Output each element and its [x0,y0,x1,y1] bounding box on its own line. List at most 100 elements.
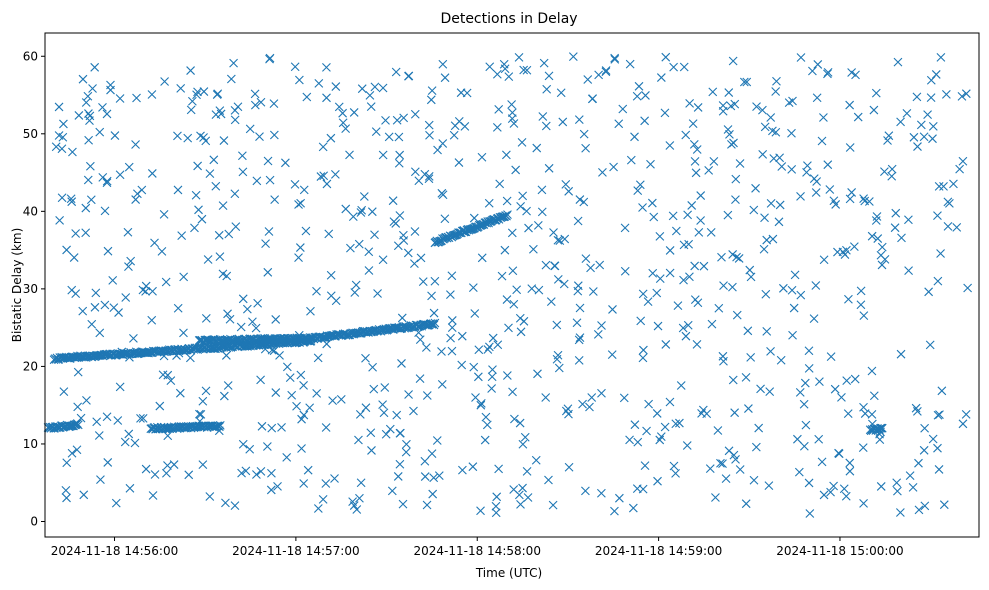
point-659 [221,498,230,508]
point-852 [515,313,525,323]
point-230 [90,62,100,72]
point-869 [399,113,409,123]
point-870 [223,381,233,390]
point-161 [450,121,460,131]
point-526 [726,101,736,111]
point-429 [84,135,94,145]
point-565 [108,275,118,285]
point-16 [728,250,738,259]
point-528 [427,449,437,459]
point-640 [702,409,712,419]
point-216 [131,195,141,204]
point-628 [550,261,559,271]
point-509 [516,499,525,509]
point-604 [902,109,912,118]
point-21 [524,223,533,233]
point-284 [256,97,266,107]
point-794 [306,306,315,316]
point-393 [601,67,611,77]
point-842 [241,466,251,476]
point-151 [671,226,681,236]
point-233 [639,345,648,355]
point-731 [106,80,115,90]
point-272 [265,175,275,185]
point-529 [787,128,796,138]
point-227 [724,88,734,97]
point-467 [544,475,553,485]
point-650 [746,272,756,282]
point-611 [683,320,693,330]
y-axis: 0 10 20 30 40 50 60 [23,49,45,528]
point-693 [414,176,424,186]
point-829 [425,130,434,140]
point-595 [365,91,375,100]
point-477 [936,52,946,62]
point-405 [457,331,467,341]
point-217 [759,244,769,254]
point-531 [361,353,370,363]
point-488 [366,102,376,112]
point-78 [718,106,728,116]
point-299 [440,214,450,224]
point-543 [95,328,105,338]
point-803 [741,499,751,509]
point-707 [211,110,221,120]
y-tick-label-3: 30 [23,282,38,296]
point-13 [433,145,442,155]
point-471 [522,65,532,75]
point-535 [196,131,205,141]
point-699 [859,311,869,321]
point-864 [316,172,326,181]
point-140 [366,428,376,438]
point-541 [454,158,464,167]
point-530 [501,150,511,160]
point-123 [919,132,929,142]
point-446 [641,91,650,100]
point-352 [893,57,903,67]
point-741 [728,375,738,385]
point-504 [345,150,354,160]
point-152 [437,347,446,356]
point-293 [282,362,292,372]
point-862 [871,216,881,225]
point-468 [749,475,759,485]
point-742 [809,314,819,323]
point-493 [681,331,691,341]
point-610 [546,297,556,306]
point-68 [447,323,457,333]
point-221 [395,459,405,469]
point-720 [633,437,643,447]
point-168 [271,388,281,397]
point-189 [84,109,93,118]
y-tick-label-4: 40 [23,204,38,218]
point-785 [867,231,877,241]
point-740 [367,446,376,455]
point-764 [520,432,530,442]
point-626 [671,469,680,478]
point-768 [825,185,835,194]
point-281 [508,387,517,397]
point-605 [381,115,390,125]
point-775 [678,323,688,333]
point-297 [222,271,232,281]
point-80 [378,150,388,160]
point-534 [141,286,150,296]
point-122 [912,407,922,416]
point-848 [746,352,756,362]
point-649 [72,445,82,455]
point-231 [766,198,776,208]
point-801 [926,93,936,102]
point-57 [194,205,203,215]
point-598 [485,62,495,72]
point-868 [873,234,883,243]
point-210 [909,132,919,142]
point-876 [826,352,836,361]
point-646 [655,274,665,284]
point-672 [877,242,887,252]
point-846 [157,246,167,256]
point-795 [192,90,201,100]
point-69 [262,442,272,451]
point-418 [391,67,401,77]
point-635 [219,136,229,145]
point-77 [301,226,311,236]
